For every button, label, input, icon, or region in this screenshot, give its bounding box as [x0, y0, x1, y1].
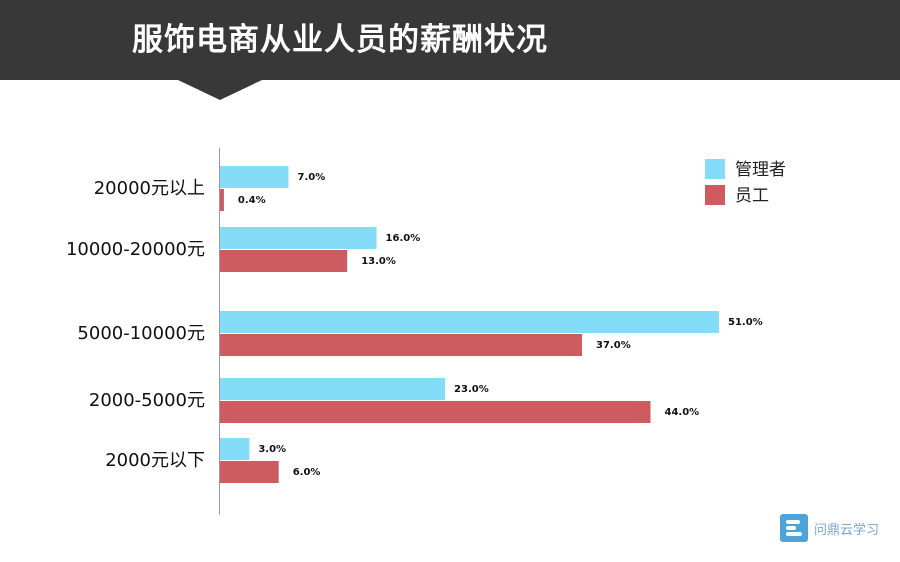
watermark: 问鼎云学习 [780, 514, 879, 542]
employee-bar [220, 250, 348, 272]
employee-bar [220, 334, 583, 356]
employee-legend-label: 员工 [735, 186, 769, 206]
manager-value-label: 23.0% [454, 384, 489, 395]
employee-value-label: 37.0% [596, 340, 631, 351]
employee-bar [220, 401, 651, 423]
manager-legend-label: 管理者 [735, 160, 786, 180]
brand-logo-icon [780, 514, 808, 542]
category-label: 2000元以下 [105, 450, 205, 471]
employee-legend-swatch [705, 185, 725, 205]
manager-bar [220, 227, 377, 249]
employee-value-label: 13.0% [361, 256, 396, 267]
manager-value-label: 16.0% [386, 233, 421, 244]
manager-bar [220, 166, 289, 188]
manager-value-label: 7.0% [297, 172, 325, 183]
employee-value-label: 44.0% [665, 407, 700, 418]
employee-bar [220, 461, 279, 483]
category-label: 10000-20000元 [66, 239, 205, 260]
manager-bar [220, 311, 719, 333]
manager-value-label: 3.0% [258, 444, 286, 455]
manager-bar [220, 378, 446, 400]
employee-value-label: 6.0% [293, 467, 321, 478]
category-label: 20000元以上 [94, 178, 205, 199]
manager-value-label: 51.0% [728, 317, 763, 328]
title-banner [0, 0, 900, 80]
manager-legend-swatch [705, 159, 725, 179]
manager-bar [220, 438, 250, 460]
category-label: 5000-10000元 [77, 323, 205, 344]
title-pointer [178, 80, 262, 100]
chart-title: 服饰电商从业人员的薪酬状况 [132, 22, 548, 58]
watermark-text: 问鼎云学习 [814, 522, 880, 538]
employee-bar [220, 189, 224, 211]
category-label: 2000-5000元 [89, 390, 205, 411]
employee-value-label: 0.4% [238, 195, 266, 206]
